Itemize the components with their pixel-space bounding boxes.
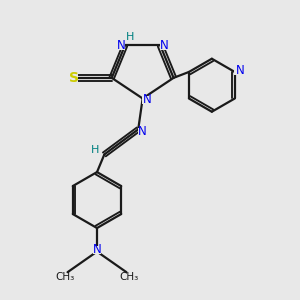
Text: S: S (69, 71, 79, 85)
Text: N: N (236, 64, 244, 77)
Text: CH₃: CH₃ (119, 272, 138, 283)
Text: N: N (142, 93, 151, 106)
Bar (235, 66, 244, 75)
Text: N: N (93, 243, 101, 256)
Text: N: N (138, 125, 147, 138)
Text: N: N (117, 39, 126, 52)
Bar (138, 128, 146, 136)
Bar (93, 246, 101, 254)
Bar (69, 74, 78, 82)
Bar (142, 96, 150, 104)
Text: H: H (91, 145, 99, 155)
Text: H: H (126, 32, 134, 42)
Text: CH₃: CH₃ (56, 272, 75, 283)
Text: N: N (160, 39, 168, 52)
Bar (116, 41, 125, 50)
Bar (160, 41, 168, 50)
